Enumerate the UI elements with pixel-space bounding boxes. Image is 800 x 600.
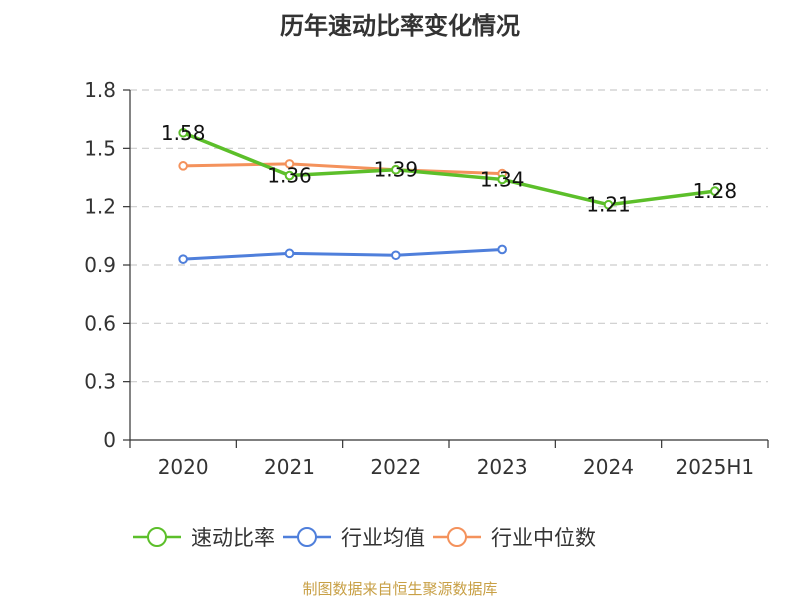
x-tick-label: 2023	[477, 455, 528, 479]
y-tick-label: 0	[103, 428, 116, 452]
data-label: 1.34	[480, 167, 525, 191]
legend-item[interactable]: 行业均值	[283, 526, 425, 550]
x-tick-label: 2021	[264, 455, 315, 479]
data-point	[710, 186, 720, 196]
data-point	[497, 174, 507, 185]
x-tick-label: 2025H1	[675, 455, 754, 479]
data-point	[497, 244, 507, 255]
data-label: 1.21	[586, 193, 631, 217]
data-point	[391, 250, 401, 261]
legend-swatch-marker	[447, 527, 467, 547]
y-tick-label: 0.9	[84, 253, 116, 277]
axes: 0 0.3 0.6 0.9 1.2 1.5 1.8 2020 2021 2022 2023 2024 2…	[84, 78, 769, 479]
legend-label: 速动比率	[191, 526, 275, 550]
data-label: 1.39	[374, 158, 419, 182]
data-point	[391, 164, 401, 175]
x-tick-label: 2020	[158, 455, 209, 479]
legend-label: 行业中位数	[491, 526, 596, 550]
legend-item[interactable]: 行业中位数	[433, 526, 596, 550]
series-lines	[178, 127, 720, 264]
data-point	[284, 248, 295, 259]
data-label: 1.58	[161, 121, 206, 145]
data-labels: 1.58 1.36 1.39 1.34 1.21 1.28	[161, 121, 737, 217]
series-line	[183, 162, 503, 176]
legend-swatch-marker	[297, 527, 317, 547]
data-point	[284, 170, 295, 181]
x-tick-label: 2022	[370, 455, 421, 479]
x-tick-label: 2024	[583, 455, 634, 479]
data-point	[178, 254, 188, 264]
y-tick-label: 0.6	[84, 311, 116, 335]
y-tick-label: 1.2	[84, 195, 116, 219]
data-point	[178, 161, 188, 171]
legend[interactable]: 速动比率 行业均值 行业中位数	[133, 526, 596, 550]
y-tick-label: 1.8	[84, 78, 116, 102]
series-line	[182, 131, 716, 207]
chart-title: 历年速动比率变化情况	[280, 12, 520, 40]
legend-item[interactable]: 速动比率	[133, 526, 275, 550]
y-tick-label: 1.5	[84, 136, 116, 160]
data-point	[178, 127, 188, 138]
legend-label: 行业均值	[341, 526, 425, 550]
data-label: 1.28	[693, 179, 738, 203]
data-label: 1.36	[267, 164, 312, 188]
data-point	[284, 159, 295, 169]
y-tick-label: 0.3	[84, 370, 116, 394]
source-note: 制图数据来自恒生聚源数据库	[302, 580, 498, 598]
legend-swatch-marker	[147, 527, 167, 547]
data-point	[603, 199, 614, 210]
grid-lines	[130, 89, 768, 383]
series-line	[183, 247, 503, 261]
